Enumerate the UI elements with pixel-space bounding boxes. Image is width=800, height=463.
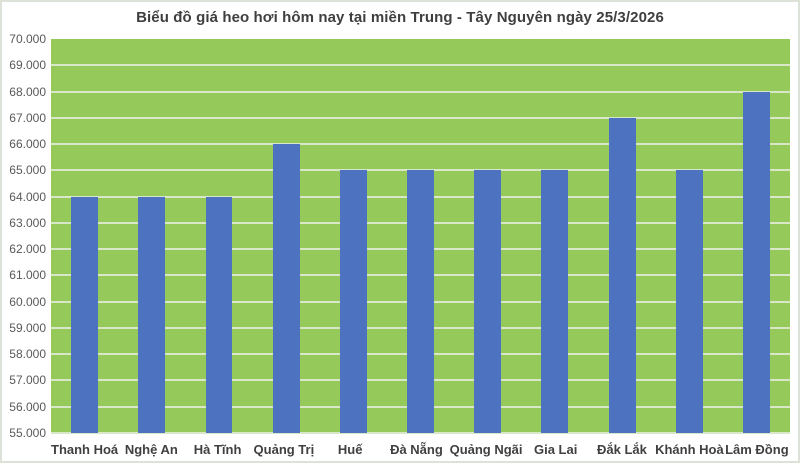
y-tick-label: 64.000 [9, 189, 46, 204]
bar-quang-tri [272, 144, 300, 433]
x-tick-label: Nghệ An [124, 441, 178, 457]
y-tick-label: 61.000 [9, 268, 46, 283]
bar-ha-tinh [205, 196, 233, 433]
y-tick-label: 55.000 [9, 426, 46, 440]
bar-cell [454, 39, 521, 433]
plot-area [51, 39, 790, 434]
x-tick-label: Quảng Ngãi [449, 441, 523, 457]
chart-title: Biểu đồ giá heo hơi hôm nay tại miền Tru… [136, 9, 664, 26]
bar-nghe-an [138, 196, 166, 433]
y-axis: 70.000 69.000 68.000 67.000 66.000 65.000 64.0… [2, 32, 46, 440]
gridline [51, 432, 790, 434]
x-tick-label: Lâm Đồng [725, 441, 789, 457]
y-tick-label: 67.000 [9, 110, 46, 125]
y-tick-label: 56.000 [9, 399, 46, 414]
bar-lam-dong [743, 91, 770, 433]
y-tick-label: 58.000 [9, 347, 46, 362]
y-tick-label: 66.000 [9, 137, 46, 152]
y-tick-label: 70.000 [9, 32, 46, 46]
bar-cell [589, 39, 656, 433]
bar-dak-lak [608, 117, 636, 433]
bar-cell [51, 39, 118, 433]
bar-series [51, 39, 790, 433]
bar-cell [253, 39, 320, 433]
x-tick-label: Hà Tĩnh [193, 441, 242, 457]
bar-da-nang [407, 170, 434, 433]
x-tick-label: Huế [337, 441, 363, 457]
y-tick-label: 69.000 [9, 58, 46, 73]
bar-cell [656, 39, 723, 433]
x-tick-label: Đắk Lắk [597, 441, 647, 457]
y-tick-label: 57.000 [9, 373, 46, 388]
bar-hue [339, 170, 367, 433]
x-tick-label: Quảng Trị [253, 441, 315, 457]
bar-cell [320, 39, 387, 433]
gridline [51, 90, 790, 93]
x-tick-label: Thanh Hoá [51, 441, 119, 457]
y-tick-label: 60.000 [9, 294, 46, 309]
bar-cell [387, 39, 454, 433]
gridline [51, 64, 790, 67]
y-tick-label: 65.000 [9, 163, 46, 178]
gridline [51, 169, 790, 172]
y-tick-label: 63.000 [9, 215, 46, 230]
bar-cell [185, 39, 252, 433]
bar-cell [723, 39, 790, 433]
x-tick-label: Gia Lai [533, 441, 578, 457]
gridline [51, 116, 790, 119]
bar-gia-lai [541, 170, 569, 433]
y-tick-label: 59.000 [9, 320, 46, 335]
y-tick-label: 62.000 [9, 242, 46, 257]
bar-khanh-hoa [675, 170, 703, 433]
bar-quang-ngai [474, 170, 502, 433]
gridline [51, 143, 790, 146]
y-tick-label: 68.000 [9, 84, 46, 99]
bar-thanh-hoa [71, 196, 99, 433]
bar-cell [118, 39, 185, 433]
bar-cell [521, 39, 588, 433]
x-tick-label: Đà Nẵng [390, 441, 443, 457]
x-axis: Thanh Hoá Nghệ An Hà Tĩnh Quảng Trị Huế Đà Nẵ… [51, 435, 790, 463]
x-tick-label: Khánh Hoà [655, 441, 724, 457]
